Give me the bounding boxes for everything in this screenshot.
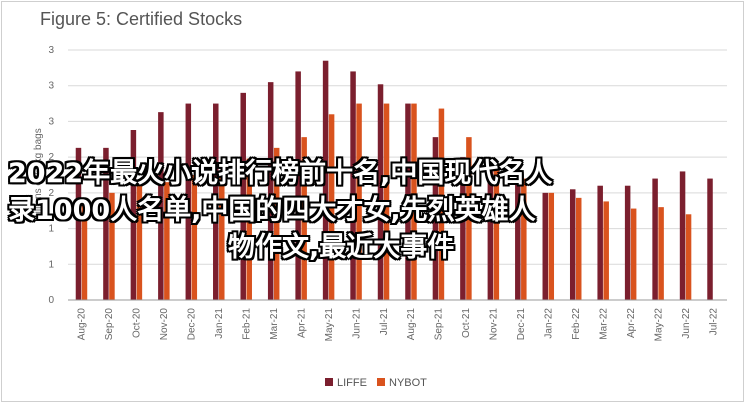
bar-liffe [377, 84, 384, 301]
bar-nybot [273, 147, 280, 300]
legend-label: LIFFE [337, 377, 367, 389]
x-tick-label: Apr-21 [296, 308, 307, 338]
y-tick-label: 0 [48, 295, 54, 306]
x-tick-label: Aug-21 [406, 308, 417, 341]
bar-liffe [213, 103, 219, 300]
legend-swatch [377, 378, 385, 386]
bar-nybot [191, 175, 198, 300]
x-tick-label: Jun-22 [681, 308, 692, 339]
bar-liffe [405, 103, 411, 300]
bar-liffe [103, 147, 109, 300]
chart-title: Figure 5: Certified Stocks [40, 9, 243, 29]
x-tick-label: Apr-22 [626, 308, 637, 338]
x-tick-label: Nov-21 [489, 308, 500, 341]
x-tick-label: Sep-20 [104, 308, 115, 341]
y-tick-label: 1 [48, 259, 54, 270]
gridlines [68, 49, 727, 301]
x-tick-label: Aug-20 [77, 308, 88, 341]
bar-nybot [164, 182, 170, 300]
bar-nybot [685, 214, 692, 300]
bar-liffe [515, 178, 521, 300]
x-tick-label: Feb-22 [571, 308, 582, 340]
bar-liffe [322, 60, 329, 300]
x-tick-label: Jul-21 [379, 308, 390, 336]
legend-swatch [325, 378, 333, 386]
axes: 0 1 1 2 2 3 3 3 millions of 60kg bags Aug-20 Sep-2… [33, 45, 727, 341]
x-tick-label: May-21 [324, 308, 335, 342]
x-tick-label: Dec-21 [516, 308, 527, 341]
bar-nybot [575, 197, 582, 300]
legend: LIFFE NYBOT [325, 377, 427, 389]
bar-liffe [707, 178, 713, 300]
bar-liffe [597, 185, 603, 300]
bar-nybot [356, 103, 362, 300]
x-tick-label: Jun-21 [351, 308, 362, 339]
bar-liffe [158, 112, 164, 301]
bar-liffe [130, 130, 137, 300]
bar-nybot [438, 108, 445, 300]
x-tick-label: Jan-21 [214, 308, 225, 339]
bar-nybot [493, 167, 500, 300]
x-tick-label: Oct-21 [461, 308, 472, 338]
bar-liffe [267, 82, 274, 301]
bar-nybot [658, 207, 664, 300]
bar-nybot [383, 103, 390, 300]
bar-nybot [246, 158, 252, 300]
bar-nybot [521, 178, 527, 300]
y-tick-label: 1 [48, 224, 54, 235]
bar-liffe [487, 171, 494, 300]
bar-liffe [185, 103, 192, 300]
x-tick-label: Dec-20 [187, 308, 198, 341]
y-tick-label: 3 [48, 45, 54, 56]
bar-liffe [432, 137, 439, 300]
x-tick-label: Nov-20 [159, 308, 170, 341]
bar-liffe [240, 92, 246, 300]
bar-nybot [548, 192, 555, 300]
bar-liffe [652, 178, 658, 300]
bar-nybot [219, 175, 225, 300]
bars [75, 60, 713, 301]
bar-liffe [460, 157, 466, 300]
x-tick-label: Feb-21 [241, 308, 252, 340]
bar-nybot [466, 137, 472, 300]
y-tick-label: 3 [48, 81, 54, 92]
y-axis-label: millions of 60kg bags [33, 128, 44, 221]
bar-nybot [411, 103, 417, 300]
x-tick-label: Jan-22 [544, 308, 555, 339]
bar-liffe [679, 171, 686, 300]
y-tick-label: 2 [48, 152, 54, 163]
bar-nybot [301, 137, 307, 300]
bar-liffe [542, 192, 549, 300]
bar-nybot [328, 114, 335, 301]
bar-nybot [603, 201, 609, 300]
bar-liffe [75, 147, 82, 300]
x-tick-label: Mar-22 [598, 308, 609, 340]
x-tick-label: Sep-21 [434, 308, 445, 341]
bar-nybot [136, 185, 143, 300]
x-tick-label: Oct-20 [132, 308, 143, 338]
bar-liffe [569, 189, 576, 300]
bar-nybot [630, 208, 637, 300]
y-tick-label: 2 [48, 188, 54, 199]
bar-liffe [295, 71, 301, 300]
bar-nybot [81, 197, 88, 300]
x-tick-label: Jul-22 [708, 308, 719, 336]
x-tick-label: Mar-21 [269, 308, 280, 340]
y-tick-label: 3 [48, 116, 54, 127]
bar-liffe [350, 71, 356, 300]
x-tick-label: May-22 [653, 308, 664, 342]
bar-nybot [109, 192, 115, 300]
bar-liffe [624, 185, 631, 300]
legend-label: NYBOT [389, 377, 427, 389]
